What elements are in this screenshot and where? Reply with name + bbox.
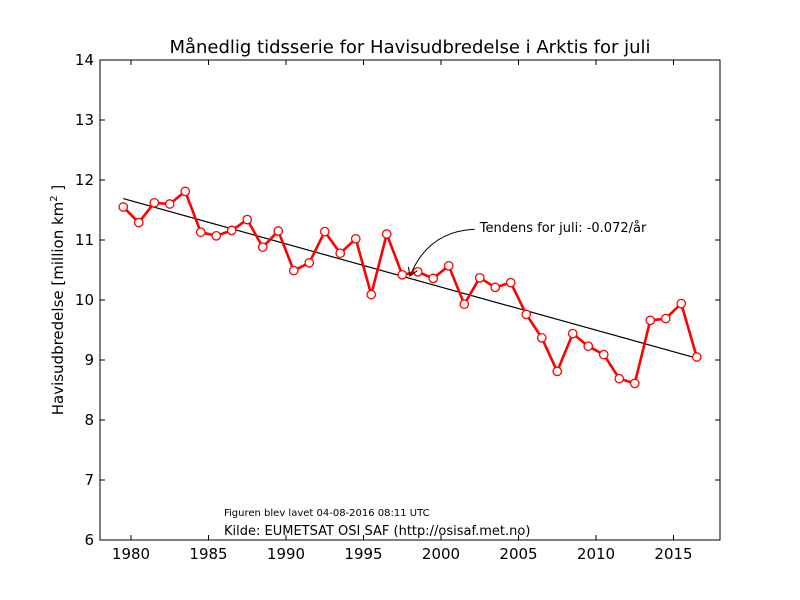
y-tick-label: 8: [84, 411, 94, 429]
y-tick-label: 14: [75, 51, 94, 69]
data-point: [366, 289, 377, 300]
data-point: [412, 266, 423, 277]
data-point: [273, 226, 284, 236]
data-point: [381, 229, 392, 239]
y-tick-label: 11: [75, 231, 94, 249]
data-point: [211, 230, 222, 241]
data-point: [149, 197, 160, 208]
data-point: [459, 299, 470, 310]
data-point: [164, 199, 175, 209]
data-point: [195, 227, 206, 238]
y-axis-label-end: ]: [49, 185, 67, 196]
chart-title: Månedlig tidsserie for Havisudbredelse i…: [169, 37, 650, 58]
data-point: [350, 233, 361, 244]
x-tick-label: 1985: [189, 545, 227, 563]
annotation-arrow: [410, 228, 475, 276]
y-axis-label-superscript: 2: [49, 195, 60, 201]
data-point: [614, 373, 625, 384]
y-axis-label-main: Havisudbredelse [million km: [49, 202, 67, 416]
y-tick-label: 10: [75, 291, 94, 309]
data-point: [583, 341, 594, 352]
data-point: [521, 309, 532, 320]
data-point: [443, 260, 454, 271]
data-point: [288, 265, 299, 276]
data-point: [304, 257, 315, 268]
data-point: [645, 315, 656, 326]
data-point: [397, 269, 408, 280]
y-tick-label: 12: [75, 171, 94, 189]
plot-frame: [99, 59, 721, 541]
x-tick-label: 2010: [577, 545, 615, 563]
data-point: [118, 202, 129, 212]
data-point: [536, 332, 547, 343]
data-point: [335, 248, 346, 259]
x-tick-label: 1995: [344, 545, 382, 563]
y-axis-label: Havisudbredelse [million km2 ]: [49, 185, 67, 416]
data-point: [691, 352, 702, 362]
x-tick-label: 1980: [112, 545, 150, 563]
data-point: [552, 366, 563, 377]
x-tick-label: 2015: [654, 545, 692, 563]
data-point: [133, 217, 144, 228]
data-point: [676, 298, 687, 309]
x-tick-label: 1990: [267, 545, 305, 563]
data-point: [567, 328, 578, 339]
data-point: [428, 273, 439, 284]
data-point: [226, 225, 237, 236]
x-tick-label: 2000: [422, 545, 460, 563]
creation-note: Figuren blev lavet 04-08-2016 08:11 UTC: [224, 508, 430, 519]
data-point: [598, 349, 609, 360]
trend-annotation: Tendens for juli: -0.072/år: [479, 221, 647, 236]
data-point: [242, 214, 253, 225]
data-point: [474, 272, 485, 283]
y-tick-label: 7: [84, 471, 94, 489]
data-point: [319, 226, 330, 237]
data-point: [629, 378, 640, 389]
data-point: [180, 186, 191, 197]
plot-area: 1980 1985 1990 1995 2000 2005 2010 2015 6 7 8 9 10 11…: [75, 51, 721, 563]
data-point: [490, 282, 501, 293]
data-point: [505, 277, 516, 288]
y-tick-label: 13: [75, 111, 94, 129]
y-tick-label: 6: [84, 531, 94, 549]
source-note: Kilde: EUMETSAT OSI SAF (http://osisaf.m…: [224, 524, 530, 539]
data-point: [257, 242, 268, 253]
x-tick-label: 2005: [499, 545, 537, 563]
trend-line: [123, 198, 697, 359]
data-point: [660, 313, 671, 324]
y-tick-label: 9: [84, 351, 94, 369]
